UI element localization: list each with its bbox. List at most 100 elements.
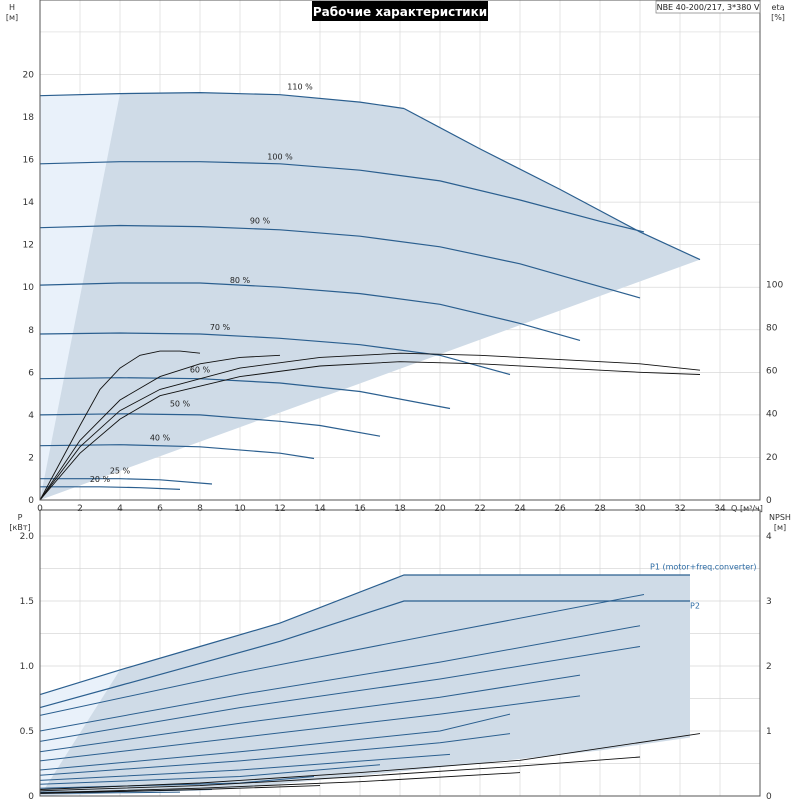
npsh-curve bbox=[39, 785, 321, 794]
speed-label: 90 % bbox=[250, 217, 271, 226]
x-tick-label: 14 bbox=[314, 504, 326, 514]
head-curve bbox=[39, 377, 451, 410]
model-label-frame bbox=[655, 0, 761, 14]
power-curve bbox=[39, 753, 451, 781]
y-axis-unit: [м] bbox=[6, 13, 18, 22]
x-tick-label: 8 bbox=[197, 504, 203, 514]
power-curve bbox=[39, 574, 690, 696]
power-envelope-fill bbox=[40, 575, 690, 796]
y2-tick-label: 20 bbox=[766, 453, 778, 463]
y-axis-label: H bbox=[9, 3, 15, 12]
bottom-power-curves: P1 (motor+freq.converter) P2 bbox=[39, 562, 757, 794]
speed-label: 50 % bbox=[170, 400, 191, 409]
power-curve bbox=[39, 713, 511, 771]
npsh-axis-unit: [м] bbox=[774, 523, 786, 532]
power-series-label: P1 (motor+freq.converter) bbox=[650, 562, 757, 571]
p-tick-label: 2.0 bbox=[20, 532, 35, 542]
efficiency-curve bbox=[39, 350, 201, 501]
speed-label: 110 % bbox=[287, 82, 313, 91]
x-tick-label: 6 bbox=[157, 504, 163, 514]
x-axis-label: Q bbox=[731, 504, 737, 513]
title-background bbox=[312, 1, 488, 21]
head-curve bbox=[39, 224, 641, 299]
y2-axis-unit: [%] bbox=[771, 13, 785, 22]
speed-label: 100 % bbox=[267, 153, 293, 162]
y2-tick-label: 100 bbox=[766, 280, 783, 290]
x-tick-label: 22 bbox=[474, 504, 485, 514]
y-tick-label: 2 bbox=[28, 453, 34, 463]
bottom-axes: 0 0.5 1.0 1.5 2.0 0 1 2 3 4 P[кВт] NPSH[м] bbox=[9, 509, 791, 800]
x-tick-label: 20 bbox=[434, 504, 446, 514]
y2-tick-label: 40 bbox=[766, 410, 778, 420]
npsh-curve bbox=[39, 756, 641, 792]
power-envelope-light-wedge bbox=[40, 669, 120, 796]
x-tick-label: 0 bbox=[37, 504, 43, 514]
y-tick-label: 16 bbox=[23, 156, 35, 166]
x-tick-label: 26 bbox=[554, 504, 566, 514]
y-tick-label: 20 bbox=[23, 70, 35, 80]
x-tick-label: 12 bbox=[274, 504, 285, 514]
model-label: NBE 40-200/217, 3*380 V bbox=[657, 3, 760, 12]
x-tick-label: 18 bbox=[394, 504, 406, 514]
power-curve bbox=[39, 594, 645, 716]
power-curve bbox=[39, 695, 581, 762]
speed-label: 70 % bbox=[210, 323, 231, 332]
y-tick-label: 14 bbox=[23, 198, 35, 208]
head-curve bbox=[39, 91, 405, 110]
x-tick-label: 34 bbox=[714, 504, 726, 514]
head-curve bbox=[39, 282, 581, 341]
y-tick-label: 8 bbox=[28, 326, 34, 336]
npsh-curve bbox=[39, 733, 701, 790]
y2-axis-label: eta bbox=[772, 3, 785, 12]
power-curve bbox=[39, 764, 381, 785]
envelope-boundary bbox=[403, 107, 701, 261]
bottom-npsh-curves bbox=[39, 733, 701, 794]
chart-title: Рабочие характеристики bbox=[313, 5, 487, 19]
envelope-fill bbox=[40, 92, 700, 500]
x-tick-label: 2 bbox=[77, 504, 83, 514]
x-tick-label: 24 bbox=[514, 504, 526, 514]
speed-label: 60 % bbox=[190, 365, 211, 374]
p-tick-label: 1.5 bbox=[20, 597, 34, 607]
speed-label: 25 % bbox=[110, 467, 131, 476]
y2-tick-label: 80 bbox=[766, 323, 778, 333]
p-tick-label: 1.0 bbox=[20, 662, 35, 672]
x-tick-label: 10 bbox=[234, 504, 246, 514]
x-axis-unit: [м³/ч] bbox=[740, 504, 763, 513]
p-tick-label: 0 bbox=[28, 792, 34, 800]
p-axis-label: P bbox=[18, 513, 23, 522]
y-tick-label: 0 bbox=[28, 496, 34, 506]
speed-label: 80 % bbox=[230, 276, 251, 285]
npsh-tick-label: 0 bbox=[766, 792, 772, 800]
power-curve bbox=[39, 646, 641, 742]
npsh-tick-label: 1 bbox=[766, 727, 772, 737]
head-curve bbox=[39, 444, 315, 460]
efficiency-curve bbox=[39, 361, 701, 501]
bottom-frame bbox=[39, 509, 761, 797]
head-curve bbox=[40, 478, 213, 485]
power-curve bbox=[39, 600, 690, 709]
p-axis-unit: [кВт] bbox=[9, 523, 30, 532]
model-label-box: NBE 40-200/217, 3*380 V bbox=[655, 0, 761, 14]
power-series-label: P2 bbox=[690, 601, 700, 610]
head-curve bbox=[40, 486, 181, 490]
top-efficiency-curves bbox=[39, 350, 701, 501]
x-tick-label: 32 bbox=[674, 504, 685, 514]
bottom-power-envelope bbox=[40, 575, 690, 796]
y2-tick-label: 0 bbox=[766, 496, 772, 506]
x-tick-label: 16 bbox=[354, 504, 366, 514]
head-curve bbox=[39, 161, 645, 233]
power-curve bbox=[39, 674, 581, 753]
npsh-axis-label: NPSH bbox=[769, 513, 791, 522]
top-operating-envelope bbox=[40, 92, 701, 500]
top-frame bbox=[39, 0, 761, 501]
power-curve bbox=[39, 733, 511, 776]
y-tick-label: 18 bbox=[23, 113, 35, 123]
y-tick-label: 10 bbox=[23, 283, 35, 293]
title-banner: Рабочие характеристики bbox=[312, 1, 488, 21]
p-tick-label: 0.5 bbox=[20, 727, 34, 737]
npsh-tick-label: 2 bbox=[766, 662, 772, 672]
